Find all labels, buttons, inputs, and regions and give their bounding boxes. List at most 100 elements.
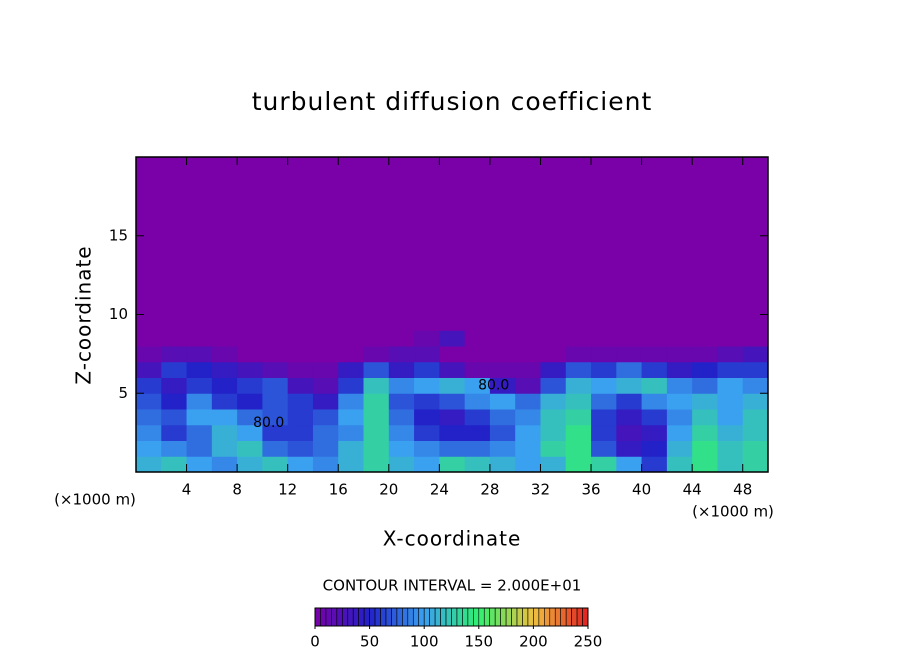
heatmap-cell — [641, 409, 668, 426]
heatmap-cell — [363, 424, 390, 441]
heatmap-cell — [136, 314, 162, 331]
heatmap-cell — [692, 456, 718, 473]
heatmap-cell — [363, 456, 390, 473]
colorbar-segment — [527, 607, 534, 627]
heatmap-cell — [439, 409, 466, 426]
heatmap-cell — [616, 440, 643, 457]
heatmap-cell — [515, 440, 541, 457]
heatmap-cell — [489, 393, 516, 410]
heatmap-cell — [591, 346, 617, 363]
colorbar-tick-label: 100 — [410, 633, 439, 651]
heatmap-cell — [540, 424, 567, 441]
heatmap-cell — [464, 314, 491, 331]
heatmap-cell — [211, 409, 238, 426]
heatmap-cell — [439, 361, 466, 378]
heatmap-cell — [237, 393, 263, 410]
heatmap-cell — [591, 456, 617, 473]
heatmap-cell — [312, 377, 339, 394]
heatmap-cell — [515, 346, 541, 363]
heatmap-cell — [262, 456, 289, 473]
colorbar-segment — [325, 607, 332, 627]
heatmap-cell — [666, 393, 693, 410]
heatmap-cell — [287, 424, 314, 441]
heatmap-cell — [439, 377, 466, 394]
heatmap-cell — [591, 393, 617, 410]
colorbar-segment — [582, 607, 589, 627]
heatmap-cell — [262, 314, 289, 331]
heatmap-cell — [186, 393, 213, 410]
colorbar-segment — [440, 607, 447, 627]
heatmap-cell — [439, 314, 466, 331]
heatmap-cell — [388, 409, 415, 426]
heatmap-cell — [666, 377, 693, 394]
heatmap-cell — [692, 330, 718, 347]
heatmap-cell — [717, 346, 744, 363]
colorbar-segment — [380, 607, 387, 627]
heatmap-cell — [211, 393, 238, 410]
heatmap-cell — [641, 361, 668, 378]
heatmap-cell — [717, 440, 744, 457]
heatmap-cell — [591, 424, 617, 441]
colorbar-segment — [478, 607, 485, 627]
heatmap-cell — [540, 409, 567, 426]
heatmap-cell — [439, 346, 466, 363]
heatmap-cell — [742, 377, 769, 394]
heatmap-cell — [515, 377, 541, 394]
x-tick-label: 24 — [430, 481, 449, 499]
heatmap-cell — [388, 440, 415, 457]
chart-title: turbulent diffusion coefficient — [252, 87, 653, 116]
heatmap-cell — [565, 330, 592, 347]
heatmap-cell — [363, 346, 390, 363]
colorbar-segment — [352, 607, 359, 627]
colorbar-segment — [489, 607, 496, 627]
heatmap-cell — [515, 314, 541, 331]
heatmap-cell — [616, 330, 643, 347]
heatmap-cell — [742, 456, 769, 473]
colorbar-segment — [533, 607, 540, 627]
heatmap-cell — [186, 440, 213, 457]
heatmap-cell — [237, 440, 263, 457]
colorbar-segment — [554, 607, 561, 627]
heatmap-cell — [439, 440, 466, 457]
heatmap-cell — [363, 330, 390, 347]
colorbar-segment — [407, 607, 414, 627]
heatmap-cell — [489, 424, 516, 441]
heatmap-cell — [237, 377, 263, 394]
heatmap-cell — [616, 346, 643, 363]
heatmap-cell — [237, 424, 263, 441]
x-tick-label: 40 — [632, 481, 651, 499]
heatmap-cell — [211, 361, 238, 378]
colorbar-segment — [462, 607, 469, 627]
heatmap-cell — [540, 346, 567, 363]
heatmap-cell — [287, 314, 314, 331]
heatmap-cell — [515, 393, 541, 410]
heatmap-cell — [692, 393, 718, 410]
colorbar-segment — [363, 607, 370, 627]
heatmap-cell — [312, 456, 339, 473]
colorbar-segment — [396, 607, 403, 627]
heatmap-cell — [692, 440, 718, 457]
heatmap-cell — [666, 314, 693, 331]
heatmap-cell — [338, 456, 365, 473]
heatmap-cell — [388, 346, 415, 363]
colorbar-tick-label: 0 — [310, 633, 320, 651]
colorbar-segment — [456, 607, 463, 627]
heatmap-cell — [591, 361, 617, 378]
heatmap-cell — [565, 346, 592, 363]
heatmap-cell — [161, 377, 188, 394]
colorbar-segment — [434, 607, 441, 627]
heatmap-cell — [312, 330, 339, 347]
heatmap-cell — [312, 361, 339, 378]
x-tick-label: 16 — [329, 481, 348, 499]
heatmap-cell — [591, 314, 617, 331]
heatmap-cell — [388, 314, 415, 331]
contour-label: 80.0 — [253, 415, 284, 431]
colorbar-frame — [314, 607, 589, 627]
heatmap-cell — [742, 424, 769, 441]
heatmap-cell — [464, 424, 491, 441]
colorbar-segment — [500, 607, 507, 627]
colorbar-segment — [549, 607, 556, 627]
colorbar-segment — [576, 607, 583, 627]
heatmap-cell — [363, 377, 390, 394]
colorbar-segment — [369, 607, 376, 627]
